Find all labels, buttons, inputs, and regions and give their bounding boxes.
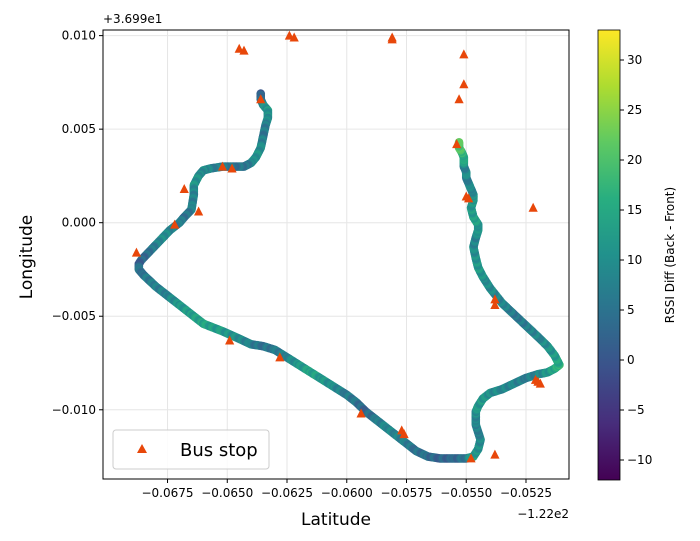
legend-frame — [112, 429, 270, 470]
colorbar-gradient — [597, 29, 621, 481]
bus-stop-marker — [490, 294, 500, 304]
bus-stop-marker — [464, 193, 474, 203]
x-tick-label: −0.0550 — [440, 486, 492, 500]
bus-stop-markers — [131, 30, 545, 463]
y-ticks: −0.010 −0.005 0.000 0.005 0.010 — [52, 29, 103, 417]
x-offset-label: −1.22e2 — [517, 507, 569, 521]
bus-stop-marker — [217, 161, 228, 171]
bus-stop-marker — [275, 352, 285, 362]
bus-stop-marker — [239, 45, 249, 55]
bus-stop-marker — [454, 94, 464, 104]
colorbar-tick-label: 0 — [627, 353, 635, 367]
legend-bus-stop-marker — [137, 444, 147, 453]
bus-stop-marker — [452, 139, 462, 149]
route-points — [134, 89, 564, 463]
bus-stop-marker — [535, 378, 545, 388]
grid — [103, 30, 569, 479]
x-tick-label: −0.0525 — [500, 486, 552, 500]
bus-stop-marker — [490, 449, 500, 459]
colorbar-tick-label: 30 — [627, 53, 642, 67]
bus-stop-marker — [399, 429, 409, 439]
x-tick-label: −0.0600 — [321, 486, 373, 500]
y-tick-label: 0.000 — [62, 216, 96, 230]
bus-stop-marker — [289, 32, 299, 42]
bus-stop-marker — [387, 34, 397, 44]
x-tick-label: −0.0625 — [261, 486, 313, 500]
legend-bus-stop-label: Bus stop — [180, 440, 258, 461]
bus-stop-marker — [356, 408, 366, 418]
bus-stop-marker — [256, 94, 266, 104]
y-axis-label: Longitude — [17, 215, 37, 300]
colorbar: −10 −5 0 5 10 15 20 25 30 RSSI Diff (Back - Fron… — [597, 29, 677, 481]
x-axis-label: Latitude — [301, 510, 371, 530]
bus-stop-marker — [131, 247, 142, 257]
y-offset-label: +3.699e1 — [103, 12, 162, 26]
bus-stop-marker — [170, 219, 180, 229]
y-tick-label: −0.010 — [52, 403, 96, 417]
y-tick-label: 0.005 — [62, 122, 96, 136]
colorbar-label: RSSI Diff (Back - Front) — [663, 187, 677, 323]
colorbar-tick-label: −10 — [627, 453, 652, 467]
bus-stop-marker — [225, 335, 235, 345]
legend: Bus stop — [112, 429, 270, 470]
x-tick-label: −0.0675 — [141, 486, 193, 500]
bus-stop-marker — [490, 300, 500, 310]
y-tick-label: −0.005 — [52, 309, 96, 323]
colorbar-tick-label: 25 — [627, 103, 642, 117]
bus-stop-marker — [193, 206, 204, 216]
plot-frame — [102, 29, 570, 480]
bus-stop-marker — [179, 184, 189, 194]
bus-stop-marker — [459, 49, 469, 59]
colorbar-tick-label: 20 — [627, 153, 642, 167]
colorbar-tick-label: 15 — [627, 203, 642, 217]
bus-stop-marker — [227, 163, 237, 173]
colorbar-tick-label: 10 — [627, 253, 642, 267]
y-tick-label: 0.010 — [62, 29, 96, 43]
colorbar-tick-label: 5 — [627, 303, 635, 317]
bus-stop-marker — [528, 202, 538, 212]
bus-stop-marker — [459, 79, 469, 89]
x-tick-label: −0.0575 — [380, 486, 432, 500]
colorbar-ticks: −10 −5 0 5 10 15 20 25 30 — [620, 53, 652, 467]
x-tick-label: −0.0650 — [201, 486, 253, 500]
x-ticks: −0.0675 −0.0650 −0.0625 −0.0600 −0.0575 −0.05… — [141, 479, 552, 500]
bus-stop-marker — [466, 453, 476, 463]
colorbar-tick-label: −5 — [627, 403, 645, 417]
